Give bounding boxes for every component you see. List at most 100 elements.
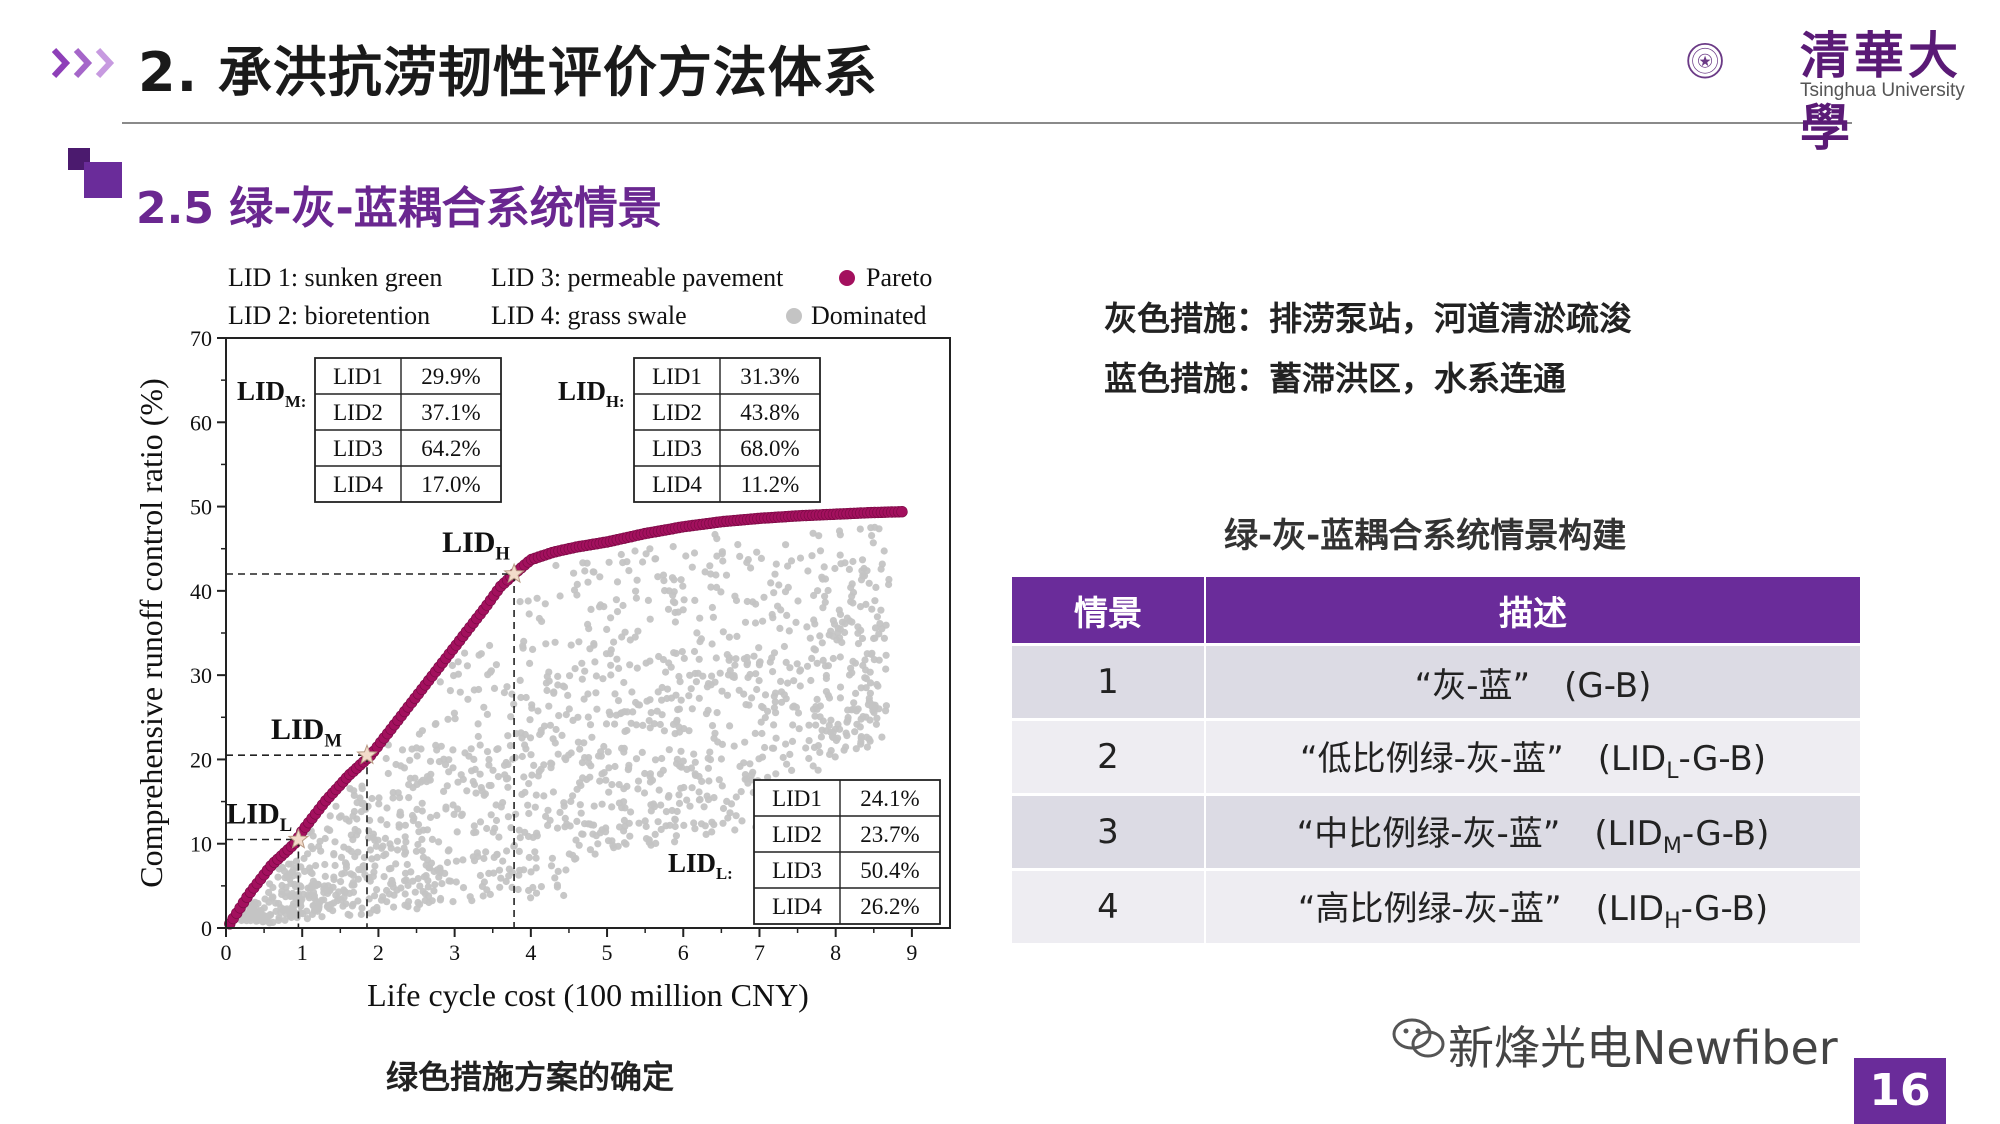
dominated-point: [310, 894, 319, 903]
dominated-point: [788, 737, 797, 745]
dominated-point: [782, 740, 790, 748]
dominated-point: [436, 678, 444, 686]
dominated-point: [555, 712, 563, 720]
dominated-point: [396, 794, 404, 802]
dominated-point: [438, 880, 446, 888]
dominated-point: [718, 740, 727, 748]
dominated-point: [814, 587, 822, 595]
dominated-point: [631, 633, 639, 641]
scenario-id: 4: [1012, 868, 1206, 943]
dominated-point: [705, 777, 713, 785]
column-header-description: 描述: [1205, 577, 1860, 645]
dominated-point: [751, 729, 759, 737]
dominated-point: [565, 850, 573, 858]
dominated-point: [554, 681, 562, 689]
dominated-point: [285, 860, 293, 868]
dominated-point: [854, 640, 863, 648]
dominated-point: [348, 902, 356, 910]
dominated-point: [807, 676, 815, 685]
dominated-point: [470, 780, 479, 789]
dominated-point: [406, 756, 414, 764]
dominated-point: [354, 848, 362, 856]
dominated-point: [822, 727, 830, 735]
dominated-point: [742, 701, 750, 709]
dominated-point: [641, 769, 649, 778]
dominated-point: [350, 787, 358, 795]
dominated-point: [829, 728, 837, 737]
dominated-point: [672, 691, 680, 699]
section-title: 2.5 绿-灰-蓝耦合系统情景: [136, 183, 662, 234]
dominated-point: [490, 853, 498, 862]
dominated-point: [542, 812, 550, 821]
dominated-point: [390, 891, 398, 899]
dominated-point: [371, 892, 379, 900]
dominated-point: [868, 532, 876, 540]
dominated-point: [632, 721, 641, 729]
dominated-point: [882, 665, 890, 673]
dominated-point: [810, 616, 818, 624]
dominated-point: [576, 745, 584, 753]
dominated-point: [497, 874, 505, 882]
dominated-point: [818, 639, 826, 647]
dominated-point: [804, 567, 812, 575]
dominated-point: [873, 613, 882, 621]
dominated-point: [290, 903, 298, 911]
dominated-point: [431, 881, 439, 889]
y-tick-label: 70: [190, 326, 212, 351]
dominated-point: [317, 847, 325, 855]
dominated-point: [329, 883, 337, 891]
dominated-point: [620, 744, 628, 752]
dominated-point: [627, 808, 635, 816]
dominated-point: [419, 776, 427, 784]
dominated-point: [770, 704, 779, 712]
dominated-point: [597, 748, 605, 756]
chart-caption: 绿色措施方案的确定: [386, 1058, 675, 1096]
dominated-point: [826, 750, 834, 758]
dominated-point: [868, 605, 876, 613]
dominated-point: [617, 710, 625, 718]
dominated-point: [822, 688, 831, 696]
lid-table-cell-value: 11.2%: [741, 472, 800, 497]
dominated-point: [296, 882, 304, 890]
dominated-point: [865, 579, 873, 587]
dominated-point: [686, 671, 694, 679]
scenario-code: (LID: [1595, 888, 1665, 929]
dominated-point: [675, 723, 683, 731]
dominated-point: [544, 821, 552, 830]
dominated-point: [581, 820, 589, 828]
dominated-point: [413, 752, 421, 760]
dominated-point: [735, 686, 743, 694]
dominated-point: [599, 675, 607, 683]
scenario-description: “低比例绿-灰-蓝” (LIDL-G-B): [1205, 718, 1860, 795]
dominated-point: [755, 644, 763, 652]
dominated-point: [760, 593, 768, 601]
scenario-desc-text: “低比例绿-灰-蓝”: [1300, 738, 1564, 779]
dominated-point: [691, 825, 699, 833]
dominated-point: [618, 804, 626, 812]
dominated-point: [433, 866, 442, 874]
dominated-point: [401, 821, 409, 829]
dominated-point: [694, 669, 702, 677]
dominated-point: [274, 873, 282, 881]
dominated-point: [483, 710, 491, 718]
dominated-point: [531, 848, 539, 856]
dominated-point: [782, 658, 790, 666]
dominated-point: [485, 761, 493, 769]
dominated-point: [877, 606, 885, 614]
scenario-id: 3: [1012, 793, 1206, 870]
dominated-point: [677, 576, 685, 584]
dominated-point: [586, 645, 594, 653]
dominated-point: [354, 875, 362, 883]
dominated-point: [605, 788, 613, 796]
dominated-point: [525, 780, 533, 788]
dominated-point: [504, 760, 512, 768]
dominated-point: [390, 903, 398, 911]
lid-table-cell-value: 50.4%: [860, 858, 919, 883]
dominated-point: [741, 738, 749, 746]
dominated-point: [525, 853, 533, 862]
dominated-point: [354, 897, 362, 905]
dominated-point: [767, 579, 775, 587]
scenario-description: “中比例绿-灰-蓝” (LIDM-G-B): [1205, 793, 1860, 870]
dominated-point: [461, 749, 469, 757]
dominated-point: [567, 749, 575, 757]
